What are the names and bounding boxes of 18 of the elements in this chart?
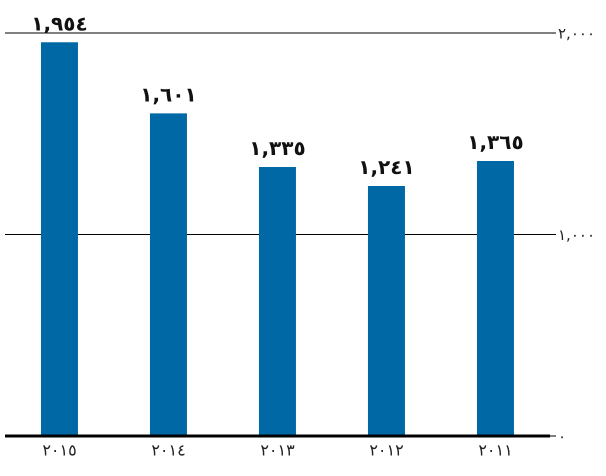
bar	[258, 167, 296, 436]
bar	[368, 186, 405, 436]
data-label: ١,٣٣٥	[249, 136, 306, 160]
x-tick-label: ٢٠١٢	[369, 440, 404, 460]
x-tick-label: ٢٠١١	[478, 440, 513, 460]
x-tick-label: ٢٠١٣	[260, 440, 296, 460]
bar	[150, 113, 187, 436]
data-label: ١,٩٥٤	[31, 11, 88, 36]
x-tick-label: ٢٠١٥	[42, 440, 77, 460]
y-tick-label: ٢,٠٠٠	[558, 24, 595, 42]
data-label: ١,٢٤١	[358, 154, 415, 179]
y-tick-label: ٠	[558, 427, 566, 446]
x-tick-label: ٢٠١٤	[151, 440, 186, 460]
y-tick-label: ١,٠٠٠	[558, 226, 595, 244]
data-label: ١,٦٠١	[140, 82, 197, 106]
data-label: ١,٣٦٥	[467, 130, 524, 154]
bar	[476, 160, 514, 436]
bar	[40, 42, 78, 436]
